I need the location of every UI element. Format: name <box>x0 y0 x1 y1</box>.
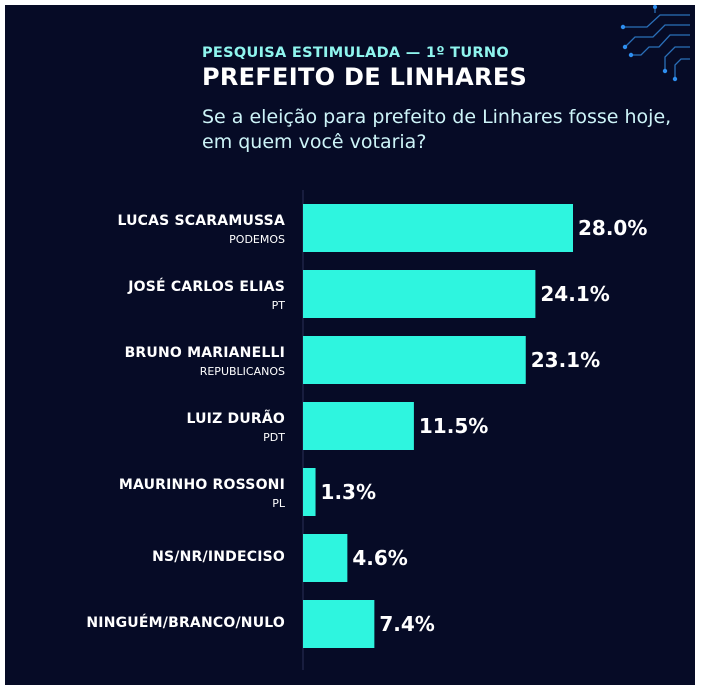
party-label: REPUBLICANOS <box>200 365 285 378</box>
bar <box>303 270 536 318</box>
party-label: PODEMOS <box>229 233 285 246</box>
poll-question: Se a eleição para prefeito de Linhares f… <box>202 106 672 153</box>
poll-subtitle: PESQUISA ESTIMULADA — 1º TURNO <box>202 45 509 61</box>
category-label: LUCAS SCARAMUSSA <box>117 213 285 229</box>
data-label: 23.1% <box>531 348 600 372</box>
bar-chart: LUCAS SCARAMUSSA PODEMOS 28.0% JOSÉ CARLOS … <box>86 190 647 670</box>
category-label: LUIZ DURÃO <box>186 410 285 427</box>
data-label: 28.0% <box>578 216 647 240</box>
category-label: MAURINHO ROSSONI <box>119 477 285 493</box>
category-label: NINGUÉM/BRANCO/NULO <box>86 614 285 631</box>
data-label: 24.1% <box>540 282 609 306</box>
bar <box>303 402 414 450</box>
category-label: BRUNO MARIANELLI <box>125 345 285 361</box>
bar <box>303 468 316 516</box>
party-label: PT <box>272 299 286 312</box>
bar <box>303 204 573 252</box>
data-label: 7.4% <box>379 612 434 636</box>
poll-panel: PESQUISA ESTIMULADA — 1º TURNO PREFEITO … <box>5 5 695 685</box>
category-label: NS/NR/INDECISO <box>152 549 285 565</box>
party-label: PL <box>272 497 286 510</box>
bar <box>303 600 375 648</box>
data-label: 1.3% <box>321 480 376 504</box>
data-label: 4.6% <box>352 546 407 570</box>
data-label: 11.5% <box>419 414 488 438</box>
page-title: PREFEITO DE LINHARES <box>202 63 528 91</box>
circuit-lines-icon <box>620 5 690 82</box>
bar <box>303 336 526 384</box>
party-label: PDT <box>263 431 285 444</box>
bar <box>303 534 348 582</box>
category-label: JOSÉ CARLOS ELIAS <box>127 278 285 295</box>
